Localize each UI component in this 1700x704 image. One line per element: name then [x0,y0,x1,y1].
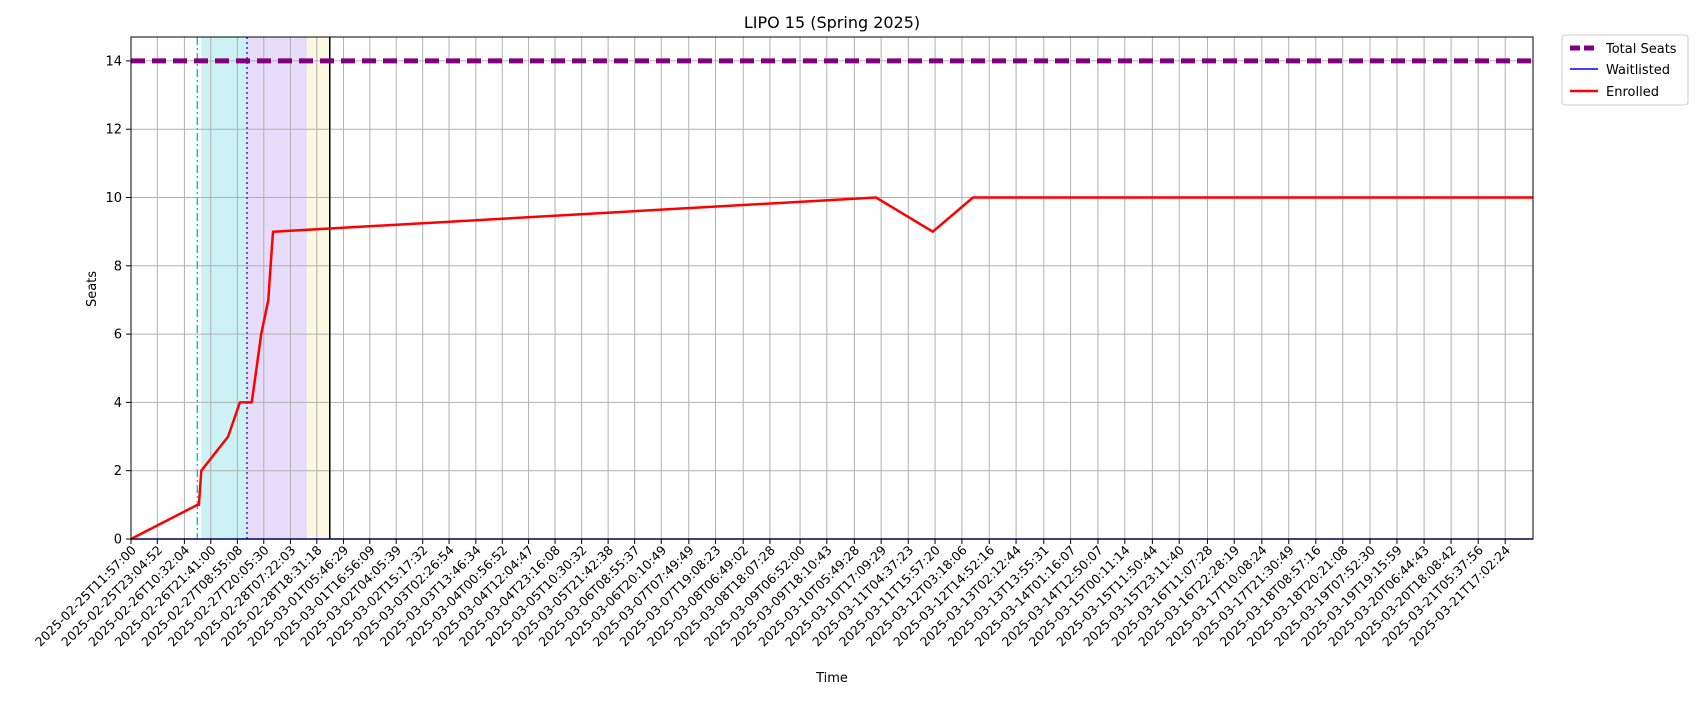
legend-label-total-seats: Total Seats [1605,42,1677,57]
y-tick-label: 12 [105,123,122,138]
y-axis-label: Seats [85,271,100,307]
chart-title: LIPO 15 (Spring 2025) [744,13,920,32]
event-lines [196,37,331,539]
shaded-region [201,37,247,539]
y-tick-label: 8 [114,259,122,274]
y-tick-label: 6 [114,328,122,343]
series-line-enrolled [130,196,1533,541]
shaded-regions [201,37,330,539]
shaded-region [246,37,307,539]
legend-label-waitlisted: Waitlisted [1606,63,1670,78]
legend-label-enrolled: Enrolled [1606,85,1659,100]
y-tick-label: 10 [105,191,122,206]
x-axis-label: Time [815,671,848,686]
y-tick-label: 0 [114,533,122,548]
x-axis-ticks: 2025-02-25T11:57:002025-02-25T23:04:5220… [32,539,1513,649]
y-axis-ticks: 0 2 4 6 8 10 12 14 [105,54,131,548]
series-lines [130,58,1533,541]
shaded-region [306,37,330,539]
grid-lines [130,37,1533,540]
y-tick-label: 2 [114,464,122,479]
y-tick-label: 4 [114,396,122,411]
y-tick-label: 14 [105,54,122,69]
plot-frame [130,36,1534,540]
legend-box [1561,34,1689,106]
legend: Total Seats Waitlisted Enrolled [1561,34,1689,106]
